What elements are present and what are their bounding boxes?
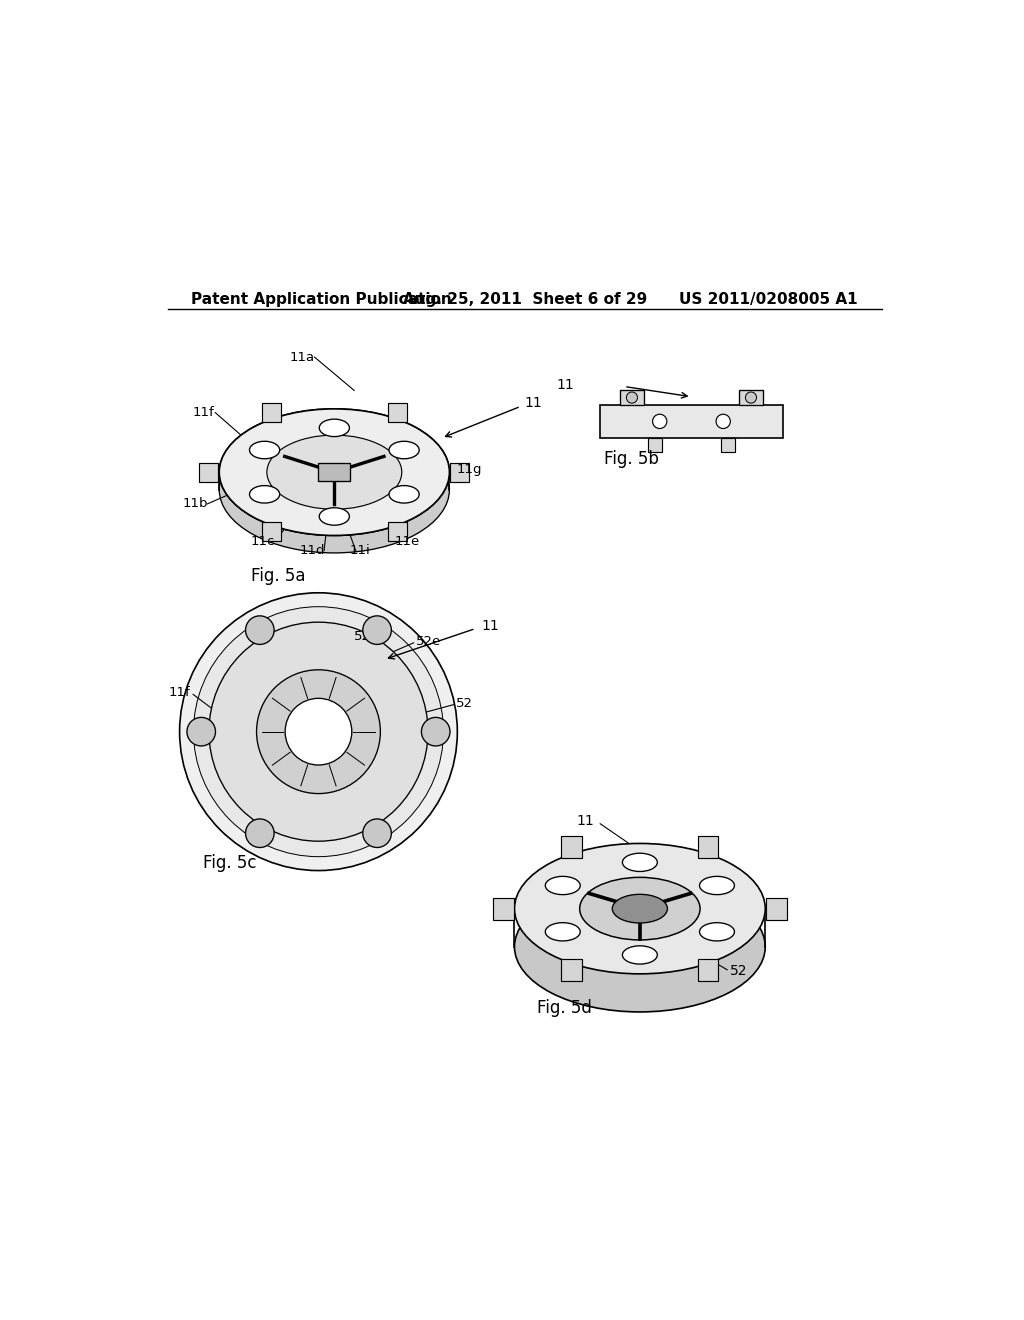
Ellipse shape <box>319 508 349 525</box>
Text: 11e: 11e <box>394 535 420 548</box>
Ellipse shape <box>285 698 352 766</box>
Text: 11f: 11f <box>193 407 214 420</box>
FancyBboxPatch shape <box>262 523 282 541</box>
Text: US 2011/0208005 A1: US 2011/0208005 A1 <box>680 293 858 308</box>
Text: 52: 52 <box>456 697 473 710</box>
Circle shape <box>745 392 757 403</box>
Ellipse shape <box>389 486 419 503</box>
FancyBboxPatch shape <box>648 438 663 453</box>
Circle shape <box>187 717 215 746</box>
FancyBboxPatch shape <box>600 405 782 438</box>
Ellipse shape <box>179 593 458 871</box>
Circle shape <box>716 414 730 429</box>
FancyBboxPatch shape <box>721 438 735 453</box>
Text: 11: 11 <box>481 619 499 634</box>
Text: 52b: 52b <box>354 630 380 643</box>
Text: Patent Application Publication: Patent Application Publication <box>191 293 453 308</box>
Circle shape <box>362 616 391 644</box>
FancyBboxPatch shape <box>494 898 514 920</box>
FancyBboxPatch shape <box>561 960 582 981</box>
Text: Fig. 5c: Fig. 5c <box>204 854 257 873</box>
Ellipse shape <box>612 895 668 923</box>
Ellipse shape <box>623 853 657 871</box>
Circle shape <box>246 818 274 847</box>
Circle shape <box>246 616 274 644</box>
Ellipse shape <box>546 876 581 895</box>
Circle shape <box>627 392 638 403</box>
Circle shape <box>422 717 450 746</box>
Ellipse shape <box>219 409 450 536</box>
Text: 11g: 11g <box>457 463 482 477</box>
FancyBboxPatch shape <box>561 836 582 858</box>
Text: 11i: 11i <box>349 544 370 557</box>
Text: 11: 11 <box>524 396 543 411</box>
FancyBboxPatch shape <box>318 463 350 480</box>
Ellipse shape <box>194 607 443 857</box>
Ellipse shape <box>623 946 657 964</box>
Text: 11: 11 <box>557 378 574 392</box>
Ellipse shape <box>250 486 280 503</box>
Text: 52: 52 <box>729 965 748 978</box>
Text: Aug. 25, 2011  Sheet 6 of 29: Aug. 25, 2011 Sheet 6 of 29 <box>402 293 647 308</box>
Ellipse shape <box>514 882 765 1012</box>
FancyBboxPatch shape <box>620 391 644 405</box>
Ellipse shape <box>699 876 734 895</box>
Text: 11f: 11f <box>168 686 189 700</box>
Ellipse shape <box>257 669 380 793</box>
Text: Fig. 5b: Fig. 5b <box>604 450 659 467</box>
FancyBboxPatch shape <box>697 836 719 858</box>
Ellipse shape <box>209 622 428 841</box>
Text: 52e: 52e <box>416 635 441 648</box>
FancyBboxPatch shape <box>766 898 786 920</box>
Text: 11d: 11d <box>299 544 325 557</box>
Ellipse shape <box>389 441 419 459</box>
Ellipse shape <box>267 436 401 510</box>
FancyBboxPatch shape <box>262 403 282 422</box>
Text: Fig. 5a: Fig. 5a <box>251 568 305 585</box>
Text: Fig. 5d: Fig. 5d <box>537 999 592 1016</box>
FancyBboxPatch shape <box>451 462 469 482</box>
Text: 11c: 11c <box>251 535 275 548</box>
Ellipse shape <box>319 420 349 437</box>
Text: 11: 11 <box>577 814 595 829</box>
FancyBboxPatch shape <box>387 523 407 541</box>
Text: 11a: 11a <box>290 351 315 363</box>
Ellipse shape <box>514 843 765 974</box>
Ellipse shape <box>580 878 700 940</box>
Ellipse shape <box>219 409 450 536</box>
Ellipse shape <box>699 923 734 941</box>
Ellipse shape <box>250 441 280 459</box>
Text: 11b: 11b <box>182 498 208 511</box>
Ellipse shape <box>219 426 450 553</box>
Circle shape <box>362 818 391 847</box>
FancyBboxPatch shape <box>200 462 218 482</box>
FancyBboxPatch shape <box>697 960 719 981</box>
Ellipse shape <box>546 923 581 941</box>
FancyBboxPatch shape <box>387 403 407 422</box>
FancyBboxPatch shape <box>739 391 763 405</box>
Circle shape <box>652 414 667 429</box>
